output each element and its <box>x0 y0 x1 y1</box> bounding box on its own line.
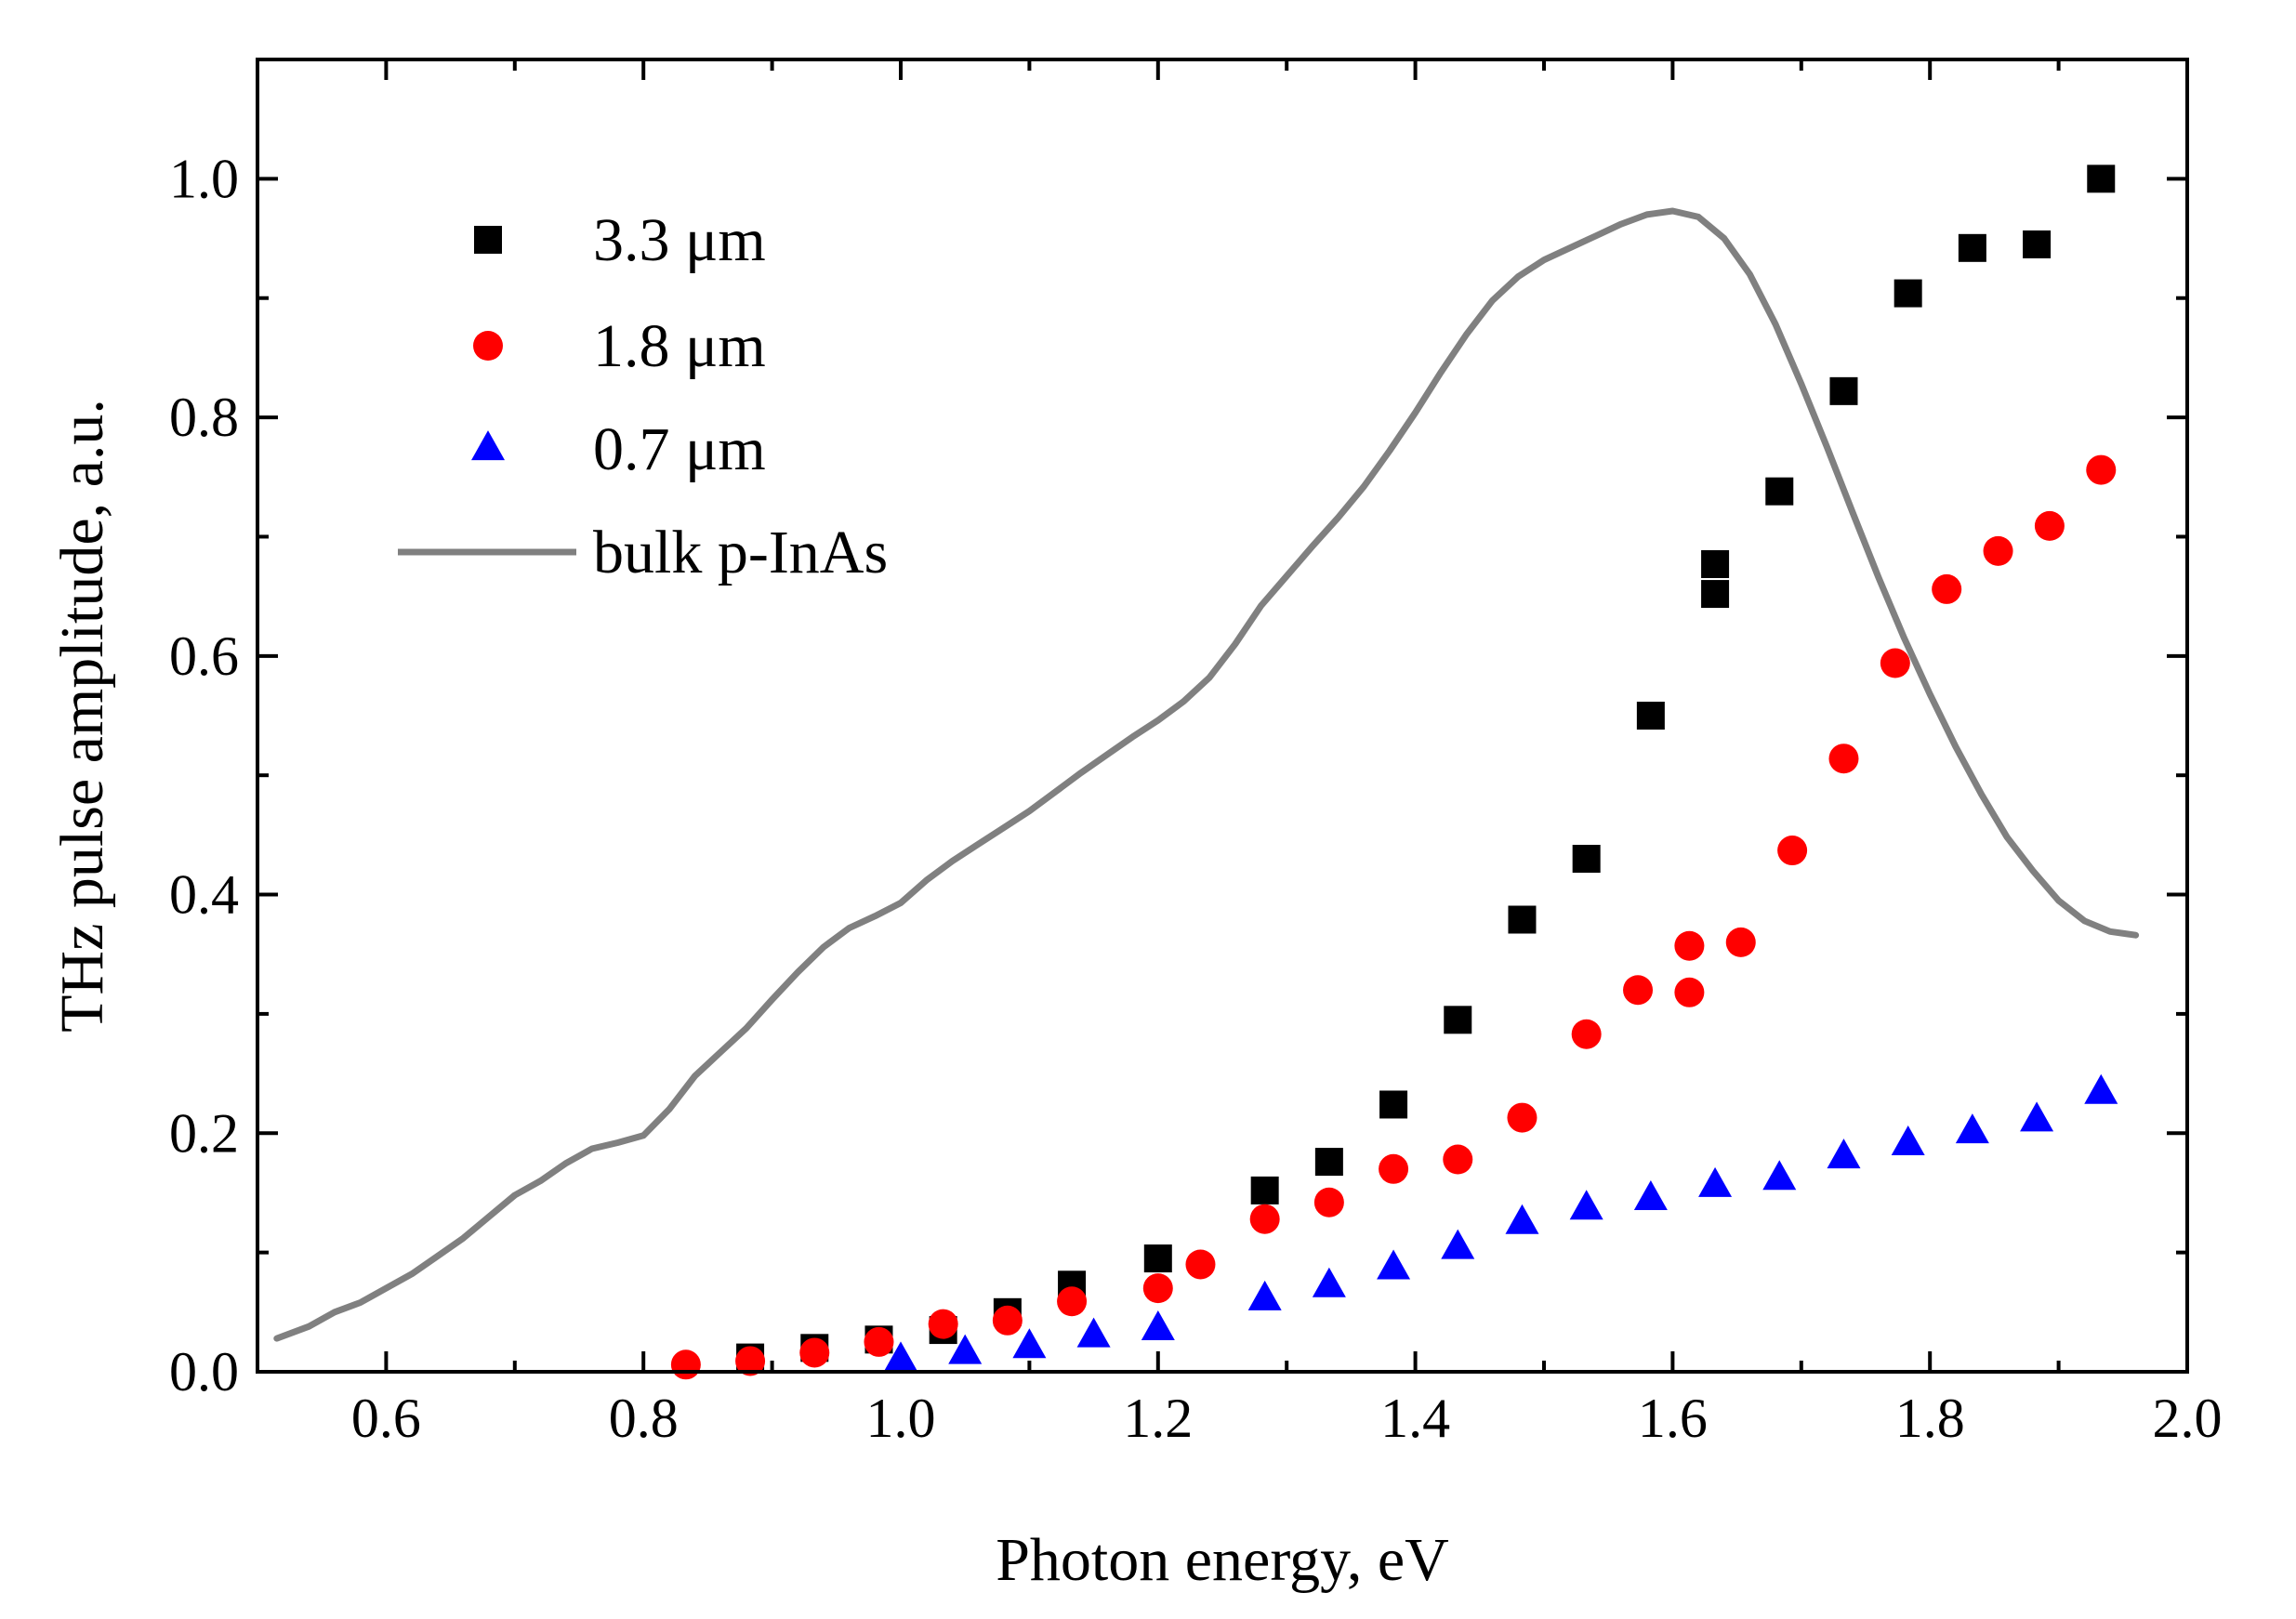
circle-point <box>1623 975 1654 1006</box>
series-layer <box>273 165 2140 1380</box>
x-tick-label: 0.8 <box>609 1388 679 1449</box>
axis-ticks <box>256 58 2189 1374</box>
triangle-point <box>1633 1180 1668 1211</box>
square-point <box>1379 1090 1408 1119</box>
legend-item: bulk p-InAs <box>398 519 888 586</box>
triangle-point <box>1505 1204 1539 1234</box>
legend-item: 3.3 μm <box>474 206 766 274</box>
circle-point <box>2086 454 2117 485</box>
square-point <box>1701 549 1730 578</box>
square-point <box>1765 477 1794 506</box>
circle-point <box>2034 510 2065 541</box>
circle-point <box>670 1349 701 1380</box>
series-line-bulk-p-inas <box>273 207 2140 1342</box>
triangle-point <box>2020 1101 2054 1132</box>
triangle-point <box>1377 1249 1411 1280</box>
square-point <box>1314 1148 1343 1177</box>
series-triangle <box>884 1073 2118 1372</box>
legend-item: 1.8 μm <box>473 312 766 380</box>
square-point <box>1444 1006 1472 1034</box>
x-tick-labels: 0.6 0.8 1.0 1.2 1.4 1.6 1.8 2.0 <box>351 1388 2223 1449</box>
circle-point <box>1777 836 1808 866</box>
legend-item: 0.7 μm <box>471 415 766 483</box>
legend: 3.3 μm 1.8 μm 0.7 μm bulk p-InAs <box>398 206 888 586</box>
triangle-point <box>1012 1328 1047 1359</box>
triangle-point <box>1698 1166 1733 1197</box>
square-point <box>1701 580 1730 609</box>
triangle-point <box>1441 1229 1475 1259</box>
square-point <box>2087 165 2116 193</box>
circle-point <box>735 1346 766 1376</box>
circle-point <box>1379 1153 1409 1184</box>
circle-point <box>1880 648 1910 678</box>
square-point <box>1143 1244 1172 1273</box>
x-tick-label: 1.6 <box>1638 1388 1708 1449</box>
circle-point <box>1249 1204 1280 1234</box>
x-tick-label: 1.0 <box>866 1388 936 1449</box>
circle-point <box>1057 1286 1088 1317</box>
triangle-point <box>1141 1310 1175 1340</box>
series-circle <box>670 454 2117 1380</box>
square-point <box>1958 233 1986 262</box>
y-tick-label: 0.6 <box>169 625 239 687</box>
y-tick-labels: 0.0 0.2 0.4 0.6 0.8 1.0 <box>169 148 239 1402</box>
x-tick-label: 1.2 <box>1123 1388 1193 1449</box>
x-tick-label: 0.6 <box>351 1388 421 1449</box>
y-tick-label: 0.2 <box>169 1102 239 1164</box>
square-point <box>1636 702 1665 730</box>
square-point <box>1829 376 1858 405</box>
legend-label: 3.3 μm <box>593 206 766 274</box>
circle-point <box>864 1326 894 1357</box>
triangle-point <box>1076 1317 1111 1348</box>
circle-point <box>1507 1102 1537 1133</box>
triangle-point <box>1247 1280 1282 1310</box>
y-axis-title: THz pulse amplitude, a.u. <box>48 399 116 1033</box>
triangle-point <box>1569 1190 1603 1220</box>
triangle-point <box>1955 1113 1989 1144</box>
circle-point <box>1828 744 1859 774</box>
circle-point <box>1674 977 1705 1007</box>
circle-point <box>799 1337 830 1368</box>
triangle-point <box>1762 1160 1797 1191</box>
circle-point <box>1674 930 1705 961</box>
x-tick-label: 1.8 <box>1895 1388 1965 1449</box>
triangle-point <box>948 1334 983 1364</box>
circle-point <box>1443 1144 1473 1175</box>
square-point <box>1508 905 1537 934</box>
legend-square-swatch <box>474 226 502 254</box>
square-point <box>1572 845 1601 874</box>
circle-point <box>928 1309 958 1339</box>
series-square <box>736 165 2116 1372</box>
y-tick-label: 1.0 <box>169 148 239 209</box>
triangle-point <box>1891 1125 1925 1155</box>
circle-point <box>1983 535 2013 566</box>
triangle-point <box>1312 1267 1346 1297</box>
legend-circle-swatch <box>473 331 503 361</box>
triangle-point <box>884 1341 917 1372</box>
triangle-point <box>1827 1139 1861 1169</box>
x-axis-title: Photon energy, eV <box>996 1526 1449 1594</box>
plot-frame <box>256 58 2189 1374</box>
triangle-point <box>2084 1073 2118 1104</box>
x-tick-label: 1.4 <box>1380 1388 1450 1449</box>
legend-label: 0.7 μm <box>593 415 766 483</box>
y-tick-label: 0.4 <box>169 864 239 926</box>
y-tick-label: 0.8 <box>169 387 239 448</box>
square-point <box>1894 279 1922 308</box>
square-point <box>2023 230 2052 258</box>
legend-label: bulk p-InAs <box>593 519 888 586</box>
circle-point <box>992 1305 1023 1336</box>
circle-point <box>1932 573 1962 604</box>
circle-point <box>1725 927 1756 957</box>
circle-point <box>1142 1273 1173 1304</box>
legend-label: 1.8 μm <box>593 312 766 380</box>
circle-point <box>1185 1249 1216 1280</box>
x-tick-label: 2.0 <box>2153 1388 2223 1449</box>
circle-point <box>1313 1187 1344 1218</box>
circle-point <box>1571 1019 1602 1049</box>
legend-triangle-swatch <box>471 430 505 461</box>
y-tick-label: 0.0 <box>169 1341 239 1402</box>
square-point <box>1250 1176 1279 1204</box>
